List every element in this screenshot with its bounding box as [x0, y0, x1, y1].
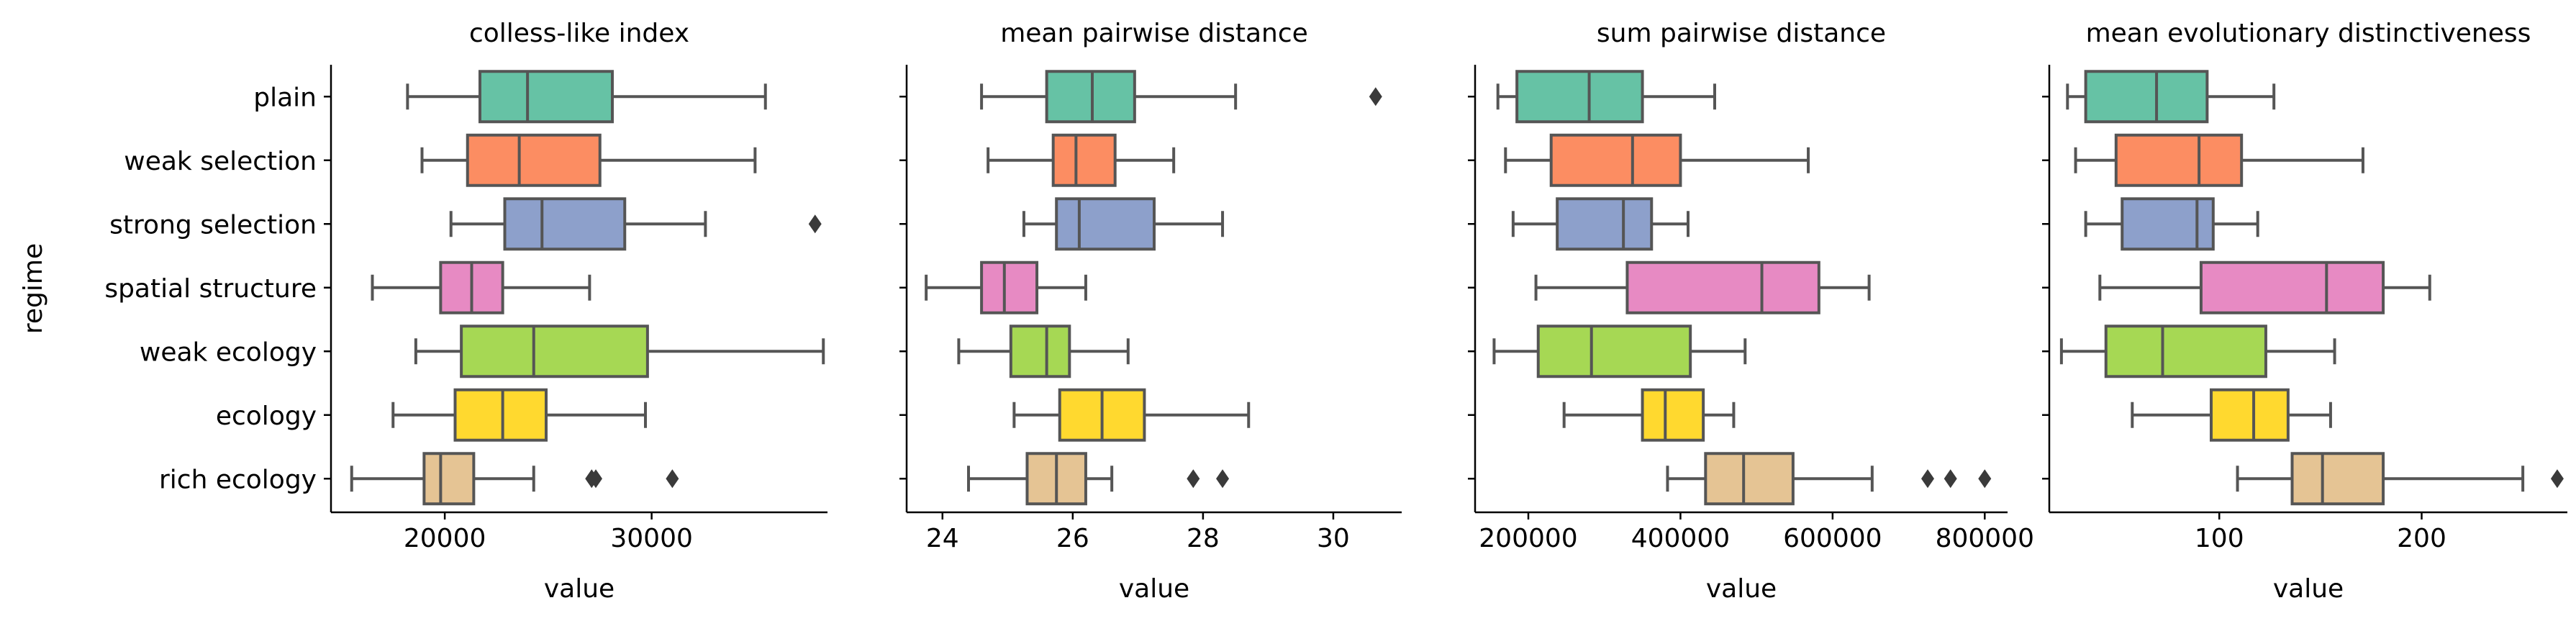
box-weak-ecology	[2059, 325, 2336, 378]
x-axis-label: value	[2273, 574, 2344, 604]
box-spatial-structure	[1534, 260, 1871, 314]
box-rich-ecology	[967, 452, 1230, 506]
iqr-box	[466, 133, 602, 187]
box-rich-ecology	[2236, 452, 2564, 506]
iqr-box	[2210, 388, 2290, 442]
iqr-box	[1045, 70, 1136, 124]
box-weak-selection	[420, 133, 757, 187]
outlier-point	[589, 469, 602, 489]
box-weak-selection	[987, 133, 1176, 187]
x-tick-label: 200	[2397, 524, 2446, 553]
iqr-box	[1515, 70, 1644, 124]
panel-3: sum pairwise distance 200000 400000 600000 8…	[1468, 19, 2034, 604]
iqr-box	[2290, 452, 2385, 506]
box-plain	[2066, 70, 2276, 124]
x-tick-label: 100	[2195, 524, 2244, 553]
outlier-point	[808, 214, 822, 234]
iqr-box	[2084, 70, 2209, 124]
iqr-box	[2104, 325, 2267, 378]
iqr-box	[1625, 260, 1820, 314]
iqr-box	[2199, 260, 2385, 314]
y-tick-label: strong selection	[109, 210, 317, 240]
outlier-point	[2550, 469, 2564, 489]
panel-title: sum pairwise distance	[1597, 19, 1886, 48]
iqr-box	[1556, 197, 1654, 251]
iqr-box	[460, 325, 649, 378]
box-ecology	[2131, 388, 2332, 442]
panel-1: colless-like index plain weak selection str…	[104, 19, 827, 604]
iqr-box	[1549, 133, 1682, 187]
box-spatial-structure	[925, 260, 1087, 314]
outlier-point	[666, 469, 679, 489]
box-plain	[1496, 70, 1716, 124]
box-rich-ecology	[1666, 452, 1992, 506]
box-strong-selection	[1022, 197, 1225, 251]
outlier-point	[1216, 469, 1230, 489]
iqr-box	[1641, 388, 1705, 442]
y-tick-label: weak ecology	[140, 337, 317, 367]
outlier-point	[1369, 87, 1382, 106]
y-tick-label: spatial structure	[104, 274, 317, 304]
outlier-point	[1921, 469, 1934, 489]
outlier-point	[1944, 469, 1957, 489]
box-rich-ecology	[350, 452, 679, 506]
x-axis-label: value	[1706, 574, 1777, 604]
panel-2: mean pairwise distance 24 26 28 30 value	[899, 19, 1402, 604]
iqr-box	[1704, 452, 1795, 506]
x-tick-label: 30000	[610, 524, 693, 553]
y-tick-label: ecology	[216, 402, 317, 431]
x-tick-label: 24	[926, 524, 959, 553]
y-axis-label: regime	[19, 243, 48, 334]
box-strong-selection	[1511, 197, 1690, 251]
box-strong-selection	[2084, 197, 2259, 251]
iqr-box	[479, 70, 614, 124]
x-axis-label: value	[544, 574, 614, 604]
x-tick-label: 600000	[1783, 524, 1882, 553]
box-plain	[406, 70, 767, 124]
panel-title: colless-like index	[469, 19, 689, 48]
x-tick-label: 20000	[404, 524, 486, 553]
box-weak-ecology	[957, 325, 1130, 378]
iqr-box	[503, 197, 627, 251]
x-tick-label: 26	[1056, 524, 1089, 553]
box-weak-ecology	[414, 325, 825, 378]
box-weak-selection	[1504, 133, 1810, 187]
x-tick-label: 28	[1187, 524, 1220, 553]
y-tick-label: weak selection	[124, 147, 317, 176]
panel-title: mean evolutionary distinctiveness	[2086, 19, 2531, 48]
iqr-box	[1536, 325, 1692, 378]
box-plain	[980, 70, 1382, 124]
box-spatial-structure	[2098, 260, 2431, 314]
box-weak-selection	[2074, 133, 2364, 187]
panel-title: mean pairwise distance	[1000, 19, 1308, 48]
box-ecology	[391, 388, 647, 442]
iqr-box	[2114, 133, 2244, 187]
iqr-box	[1009, 325, 1071, 378]
iqr-box	[453, 388, 548, 442]
box-strong-selection	[449, 197, 822, 251]
iqr-box	[1055, 197, 1156, 251]
iqr-box	[2121, 197, 2215, 251]
outlier-point	[1978, 469, 1992, 489]
panel-4: mean evolutionary distinctiveness 100 200 v…	[2042, 19, 2567, 604]
iqr-box	[980, 260, 1039, 314]
x-tick-label: 800000	[1936, 524, 2034, 553]
box-spatial-structure	[371, 260, 591, 314]
iqr-box	[422, 452, 476, 506]
x-tick-label: 400000	[1631, 524, 1730, 553]
y-tick-label: rich ecology	[159, 465, 317, 494]
iqr-box	[1051, 133, 1117, 187]
box-ecology	[1562, 388, 1736, 442]
x-tick-label: 30	[1317, 524, 1350, 553]
x-tick-label: 200000	[1479, 524, 1577, 553]
outlier-point	[1187, 469, 1200, 489]
box-ecology	[1012, 388, 1251, 442]
box-weak-ecology	[1492, 325, 1747, 378]
y-tick-label: plain	[253, 83, 317, 112]
x-axis-label: value	[1119, 574, 1189, 604]
